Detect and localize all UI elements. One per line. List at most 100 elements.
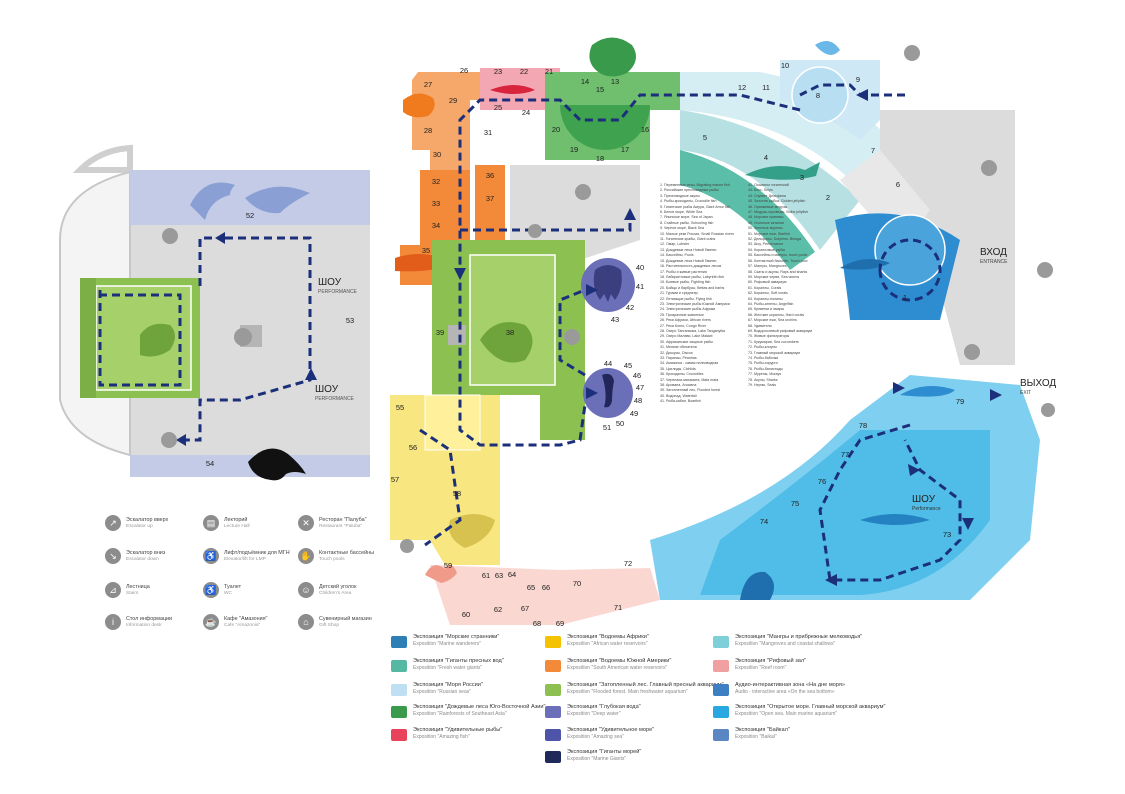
touch-pools-icon[interactable]: [161, 432, 177, 448]
zone-num: 78: [859, 421, 867, 430]
entrance-label: ВХОД: [980, 247, 1007, 258]
zone-num: 16: [641, 125, 649, 134]
zone-num: 2: [826, 193, 830, 202]
exposition-swatch: [713, 729, 729, 741]
route-arrows: [176, 89, 1002, 586]
legend-exposition: Экспозиция "Моря России" Exposition "Russ…: [391, 682, 483, 696]
wc-icon[interactable]: [575, 184, 591, 200]
zone-num: 47: [636, 383, 644, 392]
zone-num: 51: [603, 423, 611, 432]
legend-lecture-hall: ▤ Лекторий Lecture Hall: [203, 515, 250, 531]
exposition-swatch: [713, 636, 729, 648]
zone-num: 9: [856, 75, 860, 84]
zone-num: 15: [596, 85, 604, 94]
zone-num: 24: [522, 108, 530, 117]
legend-exposition: Экспозиция "Гиганты морей" Exposition "Ma…: [545, 749, 641, 763]
cafe-icon[interactable]: [564, 329, 580, 345]
legend-exposition: Экспозиция "Водоемы Южной Америки" Exposi…: [545, 658, 671, 672]
exhibit-list-left: 1. Переменные сезы, Migrating marine fis…: [660, 183, 734, 404]
exposition-swatch: [545, 706, 561, 718]
restaurant-icon: ✕: [298, 515, 314, 531]
exposition-swatch: [545, 684, 561, 696]
legend-exposition: Экспозиция "Дождевые леса Юго-Восточной …: [391, 704, 546, 718]
zone-num: 27: [424, 80, 432, 89]
zone-num: 7: [871, 146, 875, 155]
lecture-hall-icon[interactable]: [981, 160, 997, 176]
zone-num: 65: [527, 583, 535, 592]
zone-num: 34: [432, 221, 440, 230]
zone-num: 68: [533, 619, 541, 628]
zone-num: 29: [449, 96, 457, 105]
zone-num: 35: [422, 246, 430, 255]
elevator-icon[interactable]: [528, 224, 542, 238]
escalator-up-icon[interactable]: [162, 228, 178, 244]
rainforest-zone: [545, 37, 680, 160]
exposition-swatch: [391, 706, 407, 718]
zone-num: 5: [703, 133, 707, 142]
open-sea-zone: [650, 375, 1040, 600]
exit-label: ВЫХОД: [1020, 378, 1056, 389]
left-wing: [59, 144, 370, 481]
map-service-icons: [161, 45, 1055, 553]
zone-num: 52: [246, 211, 254, 220]
legend-elevator: ♿ Лифт/подъёмник для МГН Elevator/lift for…: [203, 548, 290, 564]
legend-exposition: Экспозиция "Удивительные рыбы" Exposition…: [391, 727, 502, 741]
zone-num: 53: [346, 316, 354, 325]
zone-num: 40: [636, 263, 644, 272]
touch-pools-icon: ✋: [298, 548, 314, 564]
russian-seas-zone: [780, 41, 880, 140]
zone-num: 74: [760, 517, 768, 526]
legend-childrens-area: ☺ Детский уголок Children's Area: [298, 582, 356, 598]
wc-icon: ♿: [203, 582, 219, 598]
zone-num: 39: [436, 328, 444, 337]
info-icon[interactable]: [1037, 262, 1053, 278]
zone-num: 58: [453, 489, 461, 498]
zone-num: 23: [494, 67, 502, 76]
zone-num: 56: [409, 443, 417, 452]
exposition-swatch: [545, 751, 561, 763]
zone-num: 31: [484, 128, 492, 137]
zone-num: 59: [444, 561, 452, 570]
zone-num: 69: [556, 619, 564, 628]
gift-shop-icon[interactable]: [1041, 403, 1055, 417]
zone-num: 44: [604, 359, 612, 368]
legend-exposition: Экспозиция "Байкал" Exposition "Baikal": [713, 727, 790, 741]
zone-num: 18: [596, 154, 604, 163]
wc-icon[interactable]: [400, 539, 414, 553]
zone-num: 49: [630, 409, 638, 418]
deep-water-zone: [581, 258, 635, 418]
exposition-swatch: [713, 660, 729, 672]
zone-num: 10: [781, 61, 789, 70]
legend-exposition: Аудио-интерактивная зона «На дне моря» Au…: [713, 682, 845, 696]
flooded-forest-zone: [432, 240, 585, 440]
zone-num: 66: [542, 583, 550, 592]
escalator-down-icon[interactable]: [964, 344, 980, 360]
legend-exposition: Экспозиция "Морские странники" Exposition…: [391, 634, 499, 648]
zone-num: 79: [956, 397, 964, 406]
zone-num: 3: [800, 173, 804, 182]
zone-num: 73: [943, 530, 951, 539]
zone-num: 48: [634, 396, 642, 405]
childrens-area-icon[interactable]: [904, 45, 920, 61]
legend-restaurant: ✕ Ресторан "Палуба" Restaurant "Paluba": [298, 515, 367, 531]
entrance-label-en: ENTRANCE: [980, 259, 1008, 265]
restaurant-icon[interactable]: [234, 328, 252, 346]
exposition-swatch: [391, 660, 407, 672]
exposition-swatch: [713, 684, 729, 696]
zone-num: 37: [486, 194, 494, 203]
zone-num: 25: [494, 103, 502, 112]
zone-num: 50: [616, 419, 624, 428]
exposition-swatch: [391, 684, 407, 696]
childrens-area-icon: ☺: [298, 582, 314, 598]
legend-info-desk: i Стол информации Information desk: [105, 614, 172, 630]
zone-num: 13: [611, 77, 619, 86]
zone-num: 4: [764, 153, 768, 162]
info-icon: i: [105, 614, 121, 630]
show-label-en: PERFORMANCE: [315, 396, 355, 402]
zone-num: 70: [573, 579, 581, 588]
zone-num: 46: [633, 371, 641, 380]
legend-exposition: Экспозиция "Гиганты пресных вод" Expositi…: [391, 658, 504, 672]
zone-num: 21: [545, 67, 553, 76]
zone-num: 12: [738, 83, 746, 92]
